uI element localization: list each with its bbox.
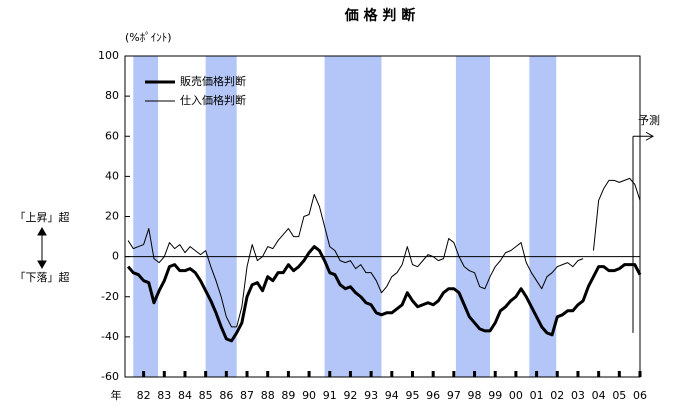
x-tick-label: 93 bbox=[364, 389, 378, 402]
x-tick bbox=[617, 371, 621, 377]
unit-label: (%ﾎﾟｲﾝﾄ) bbox=[125, 31, 172, 44]
x-tick-label: 83 bbox=[157, 389, 171, 402]
x-tick bbox=[390, 371, 394, 377]
x-tick bbox=[535, 371, 539, 377]
x-tick-label: 03 bbox=[571, 389, 585, 402]
y-tick-label: 40 bbox=[105, 169, 119, 182]
x-tick-label: 88 bbox=[261, 389, 275, 402]
series-line bbox=[127, 193, 584, 328]
up-label: 「上昇」超 bbox=[15, 210, 70, 224]
down-label: 「下落」超 bbox=[15, 270, 70, 284]
forecast-label: 予測 bbox=[638, 113, 660, 127]
y-tick-label: 100 bbox=[98, 49, 119, 62]
forecast-arrowhead bbox=[645, 131, 655, 141]
x-tick-label: 02 bbox=[550, 389, 564, 402]
x-tick-label: 84 bbox=[178, 389, 192, 402]
legend-label: 仕入価格判断 bbox=[180, 93, 246, 107]
y-tick-label: 0 bbox=[112, 250, 119, 263]
x-tick bbox=[514, 371, 518, 377]
x-tick-label: 97 bbox=[447, 389, 461, 402]
x-tick bbox=[307, 371, 311, 377]
series-line bbox=[592, 177, 641, 251]
x-tick bbox=[348, 371, 352, 377]
x-tick-label: 91 bbox=[323, 389, 337, 402]
shaded-range bbox=[529, 56, 557, 377]
y-tick-label: -40 bbox=[101, 330, 119, 343]
x-tick bbox=[142, 371, 146, 377]
x-tick bbox=[638, 371, 642, 377]
x-tick-label: 95 bbox=[405, 389, 419, 402]
shaded-range bbox=[324, 56, 382, 377]
x-tick bbox=[162, 371, 166, 377]
x-tick bbox=[597, 371, 601, 377]
x-tick-label: 89 bbox=[281, 389, 295, 402]
x-tick-label: 90 bbox=[302, 389, 316, 402]
x-axis-label: 年 bbox=[111, 388, 122, 402]
y-tick-label: 20 bbox=[105, 210, 119, 223]
y-tick-label: -20 bbox=[101, 290, 119, 303]
x-tick-label: 92 bbox=[343, 389, 357, 402]
x-tick bbox=[473, 371, 477, 377]
shaded-range bbox=[455, 56, 491, 377]
x-tick bbox=[183, 371, 187, 377]
x-tick-label: 85 bbox=[199, 389, 213, 402]
shaded-range bbox=[133, 56, 159, 377]
x-tick-label: 00 bbox=[509, 389, 523, 402]
x-tick bbox=[245, 371, 249, 377]
chart-title: 価 格 判 断 bbox=[344, 7, 416, 24]
x-tick bbox=[555, 371, 559, 377]
x-tick bbox=[328, 371, 332, 377]
x-tick bbox=[286, 371, 290, 377]
updown-arrow bbox=[37, 226, 47, 270]
x-tick-label: 99 bbox=[488, 389, 502, 402]
x-tick-label: 96 bbox=[426, 389, 440, 402]
x-tick-label: 94 bbox=[385, 389, 399, 402]
x-tick-label: 98 bbox=[468, 389, 482, 402]
x-tick-label: 87 bbox=[240, 389, 254, 402]
legend-label: 販売価格判断 bbox=[180, 74, 246, 88]
x-tick bbox=[431, 371, 435, 377]
x-tick bbox=[493, 371, 497, 377]
y-tick-label: 60 bbox=[105, 129, 119, 142]
y-tick-label: 80 bbox=[105, 89, 119, 102]
x-tick-label: 05 bbox=[612, 389, 626, 402]
x-tick bbox=[266, 371, 270, 377]
y-tick-label: -60 bbox=[101, 370, 119, 383]
x-tick-label: 86 bbox=[219, 389, 233, 402]
series-line bbox=[126, 245, 642, 343]
x-tick bbox=[204, 371, 208, 377]
x-tick-label: 04 bbox=[592, 389, 606, 402]
x-tick-label: 06 bbox=[633, 389, 647, 402]
x-tick bbox=[452, 371, 456, 377]
x-tick bbox=[369, 371, 373, 377]
x-tick bbox=[576, 371, 580, 377]
x-tick-label: 82 bbox=[137, 389, 151, 402]
x-tick-label: 01 bbox=[530, 389, 544, 402]
x-tick bbox=[410, 371, 414, 377]
x-tick bbox=[224, 371, 228, 377]
